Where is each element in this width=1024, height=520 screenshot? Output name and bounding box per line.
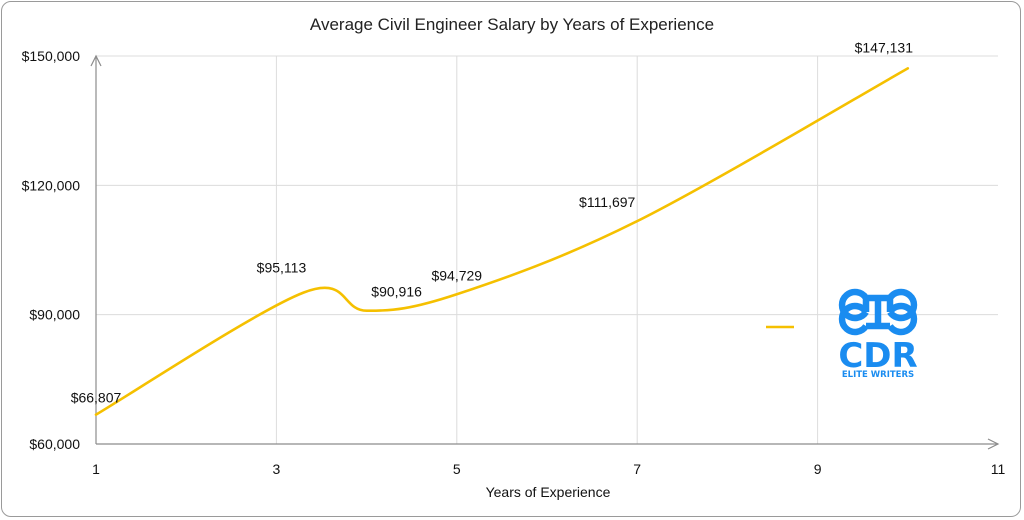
y-axis-arrow — [90, 54, 102, 67]
data-label: $147,131 — [855, 39, 914, 55]
logo-mark-icon — [838, 288, 918, 336]
x-tick-label: 1 — [92, 461, 100, 477]
x-tick-label: 11 — [991, 461, 1006, 477]
x-tick-label: 7 — [633, 461, 641, 477]
y-tick-label: $60,000 — [29, 436, 80, 452]
data-label: $94,729 — [431, 267, 482, 283]
x-tick-label: 3 — [273, 461, 281, 477]
logo-subtext: ELITE WRITERS — [842, 370, 914, 380]
cdr-logo: CDR ELITE WRITERS — [838, 288, 918, 380]
x-axis-arrow — [987, 438, 1000, 450]
x-axis-title: Years of Experience — [486, 484, 611, 500]
y-tick-label: $120,000 — [22, 177, 81, 193]
chart-title: Average Civil Engineer Salary by Years o… — [310, 15, 714, 34]
data-label: $66,807 — [71, 390, 122, 406]
y-tick-label: $150,000 — [22, 48, 81, 64]
axes — [90, 54, 1000, 450]
data-label: $95,113 — [257, 260, 307, 276]
x-tick-label: 9 — [814, 461, 822, 477]
x-tick-labels: 1 3 5 7 9 11 — [92, 461, 1005, 477]
x-tick-label: 5 — [453, 461, 461, 477]
y-tick-labels: $60,000 $90,000 $120,000 $150,000 — [22, 48, 81, 452]
data-label: $90,916 — [371, 284, 422, 300]
y-tick-label: $90,000 — [29, 307, 80, 323]
logo-text: CDR — [838, 336, 917, 376]
data-labels: $66,807 $95,113 $90,916 $94,729 $111,697 $147… — [71, 39, 914, 405]
data-label: $111,697 — [579, 194, 636, 210]
series-line-salary — [94, 67, 910, 416]
gridlines — [96, 55, 998, 444]
